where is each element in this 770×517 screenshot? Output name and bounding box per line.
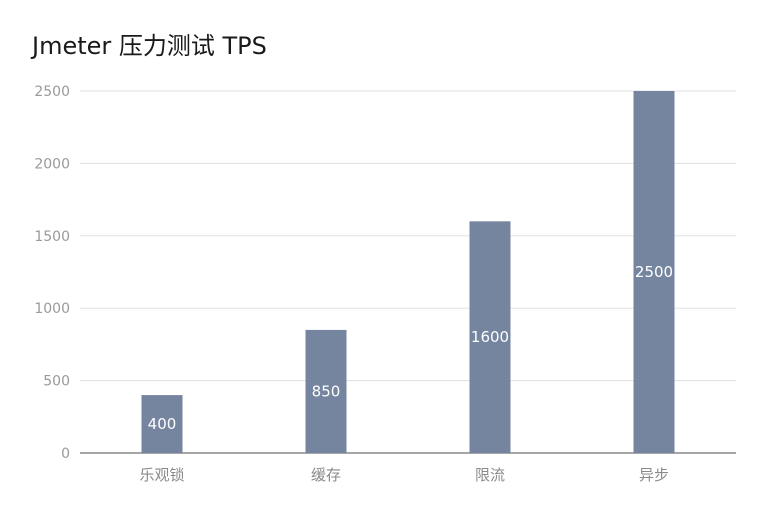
x-category-label-2: 缓存 [311, 466, 341, 484]
x-category-label-1: 乐观锁 [139, 466, 184, 484]
y-tick-label-2500: 2500 [34, 84, 70, 100]
data-label-2: 850 [312, 382, 341, 400]
y-tick-label-500: 500 [43, 374, 70, 390]
x-category-label-3: 限流 [475, 466, 505, 484]
data-label-4: 2500 [635, 263, 673, 281]
bar-3 [469, 221, 511, 453]
y-tick-label-1500: 1500 [34, 229, 70, 245]
bar-1 [141, 395, 183, 453]
y-tick-label-2000: 2000 [34, 156, 70, 172]
bar-4 [633, 91, 675, 453]
y-tick-label-1000: 1000 [34, 301, 70, 317]
x-category-label-4: 异步 [639, 466, 669, 484]
bar-2 [305, 329, 347, 453]
data-label-1: 400 [148, 415, 177, 433]
data-label-3: 1600 [471, 328, 509, 346]
y-tick-label-0: 0 [61, 446, 70, 462]
chart-title: Jmeter 压力测试 TPS [32, 32, 267, 60]
